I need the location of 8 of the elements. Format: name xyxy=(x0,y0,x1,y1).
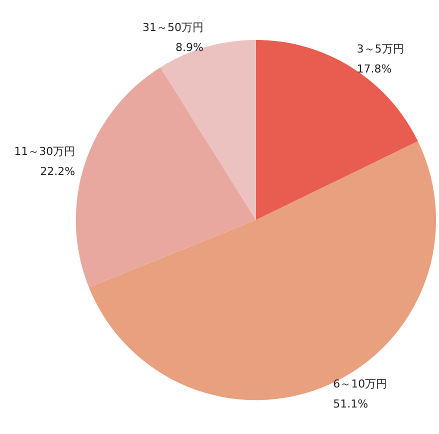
data-label: 22.2% xyxy=(40,164,76,178)
data-label: 51.1% xyxy=(333,397,368,410)
slice-label: 3～5万円 xyxy=(356,42,404,56)
data-label: 8.9% xyxy=(176,40,204,54)
slice-label: 11～30万円 xyxy=(14,144,76,158)
slice-label: 31～50万円 xyxy=(142,20,204,34)
data-label: 17.8% xyxy=(356,62,392,76)
slice-label: 6～10万円 xyxy=(333,377,388,390)
